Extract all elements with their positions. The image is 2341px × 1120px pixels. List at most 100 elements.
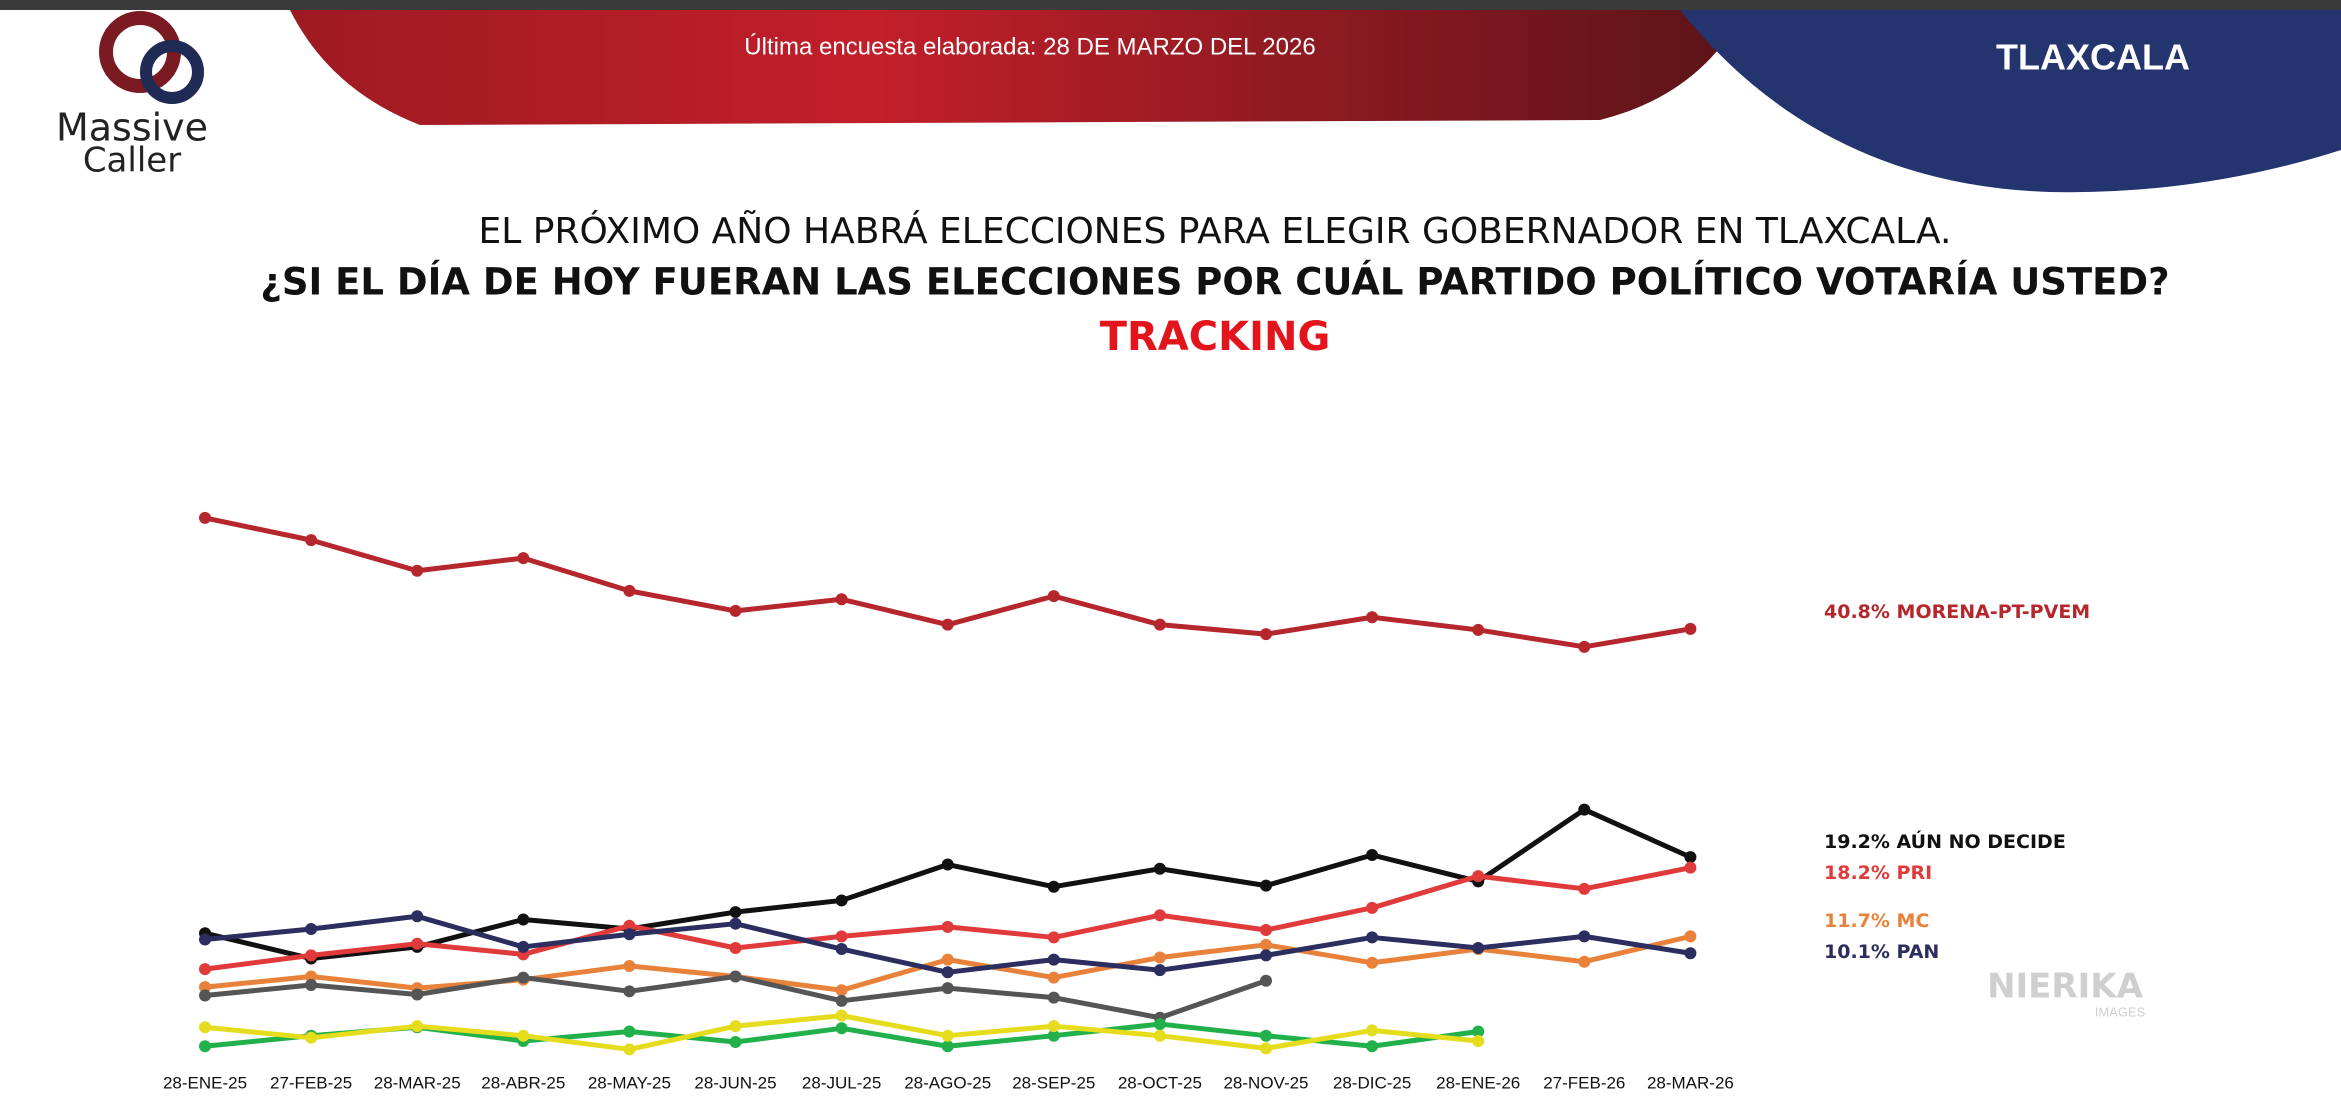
- logo: Massive Caller: [56, 11, 208, 181]
- data-point: [729, 906, 742, 919]
- series-label: 10.1% PAN: [1824, 941, 1939, 963]
- data-point: [1047, 991, 1060, 1004]
- data-point: [199, 1021, 211, 1034]
- legend-entry: AÚN NO DECIDE: [1897, 829, 2066, 853]
- value-label: 10.1%: [1824, 941, 1890, 963]
- data-point: [1047, 880, 1060, 893]
- data-point: [517, 913, 530, 926]
- x-tick-label: 28-OCT-25: [1118, 1073, 1202, 1092]
- data-point: [835, 930, 848, 943]
- annotation: TRACKING: [1100, 314, 1331, 360]
- series-label: 40.8% MORENA-PT-PVEM: [1824, 601, 2090, 623]
- chart-title: EL PRÓXIMO AÑO HABRÁ ELECCIONES PARA ELE…: [479, 210, 1952, 252]
- x-tick-label: 28-SEP-25: [1012, 1073, 1095, 1092]
- data-point: [1578, 930, 1591, 943]
- data-point: [411, 937, 424, 950]
- data-point: [941, 1040, 954, 1053]
- data-point: [941, 858, 954, 871]
- data-point: [1047, 590, 1060, 603]
- data-point: [1472, 1025, 1485, 1038]
- data-point: [1366, 849, 1379, 862]
- data-point: [1260, 949, 1272, 962]
- data-point: [1047, 971, 1060, 984]
- data-point: [1366, 901, 1379, 914]
- data-point: [835, 894, 848, 907]
- x-tick-label: 27-FEB-25: [270, 1073, 352, 1092]
- x-tick-label: 28-DIC-25: [1333, 1073, 1411, 1092]
- data-point: [623, 584, 636, 597]
- data-point: [199, 511, 211, 524]
- data-point: [517, 940, 530, 953]
- data-point: [1047, 1029, 1060, 1042]
- data-point: [1153, 909, 1166, 922]
- data-point: [517, 552, 530, 565]
- x-tick-label: 28-MAY-25: [588, 1073, 671, 1092]
- data-point: [199, 1040, 211, 1053]
- data-point: [1578, 803, 1591, 816]
- data-point: [1684, 861, 1697, 874]
- data-point: [729, 941, 742, 954]
- data-point: [305, 970, 318, 983]
- data-point: [729, 970, 742, 983]
- data-point: [1578, 955, 1591, 968]
- legend-entry: PAN: [1897, 941, 1940, 963]
- data-point: [1366, 1040, 1379, 1053]
- x-tick-label: 28-ENE-26: [1436, 1073, 1520, 1092]
- x-tick-label: 28-JUL-25: [802, 1073, 881, 1092]
- data-point: [1684, 930, 1697, 943]
- legend-entry: MC: [1897, 910, 1930, 932]
- data-point: [1366, 931, 1379, 944]
- data-point: [835, 984, 848, 997]
- data-point: [623, 1025, 636, 1038]
- data-point: [941, 920, 954, 933]
- x-tick-label: 28-ABR-25: [481, 1073, 565, 1092]
- data-point: [623, 919, 636, 932]
- data-point: [411, 988, 424, 1001]
- x-tick-label: 28-JUN-25: [694, 1073, 776, 1092]
- series-label: 11.7% MC: [1824, 910, 1929, 932]
- data-point: [1260, 628, 1272, 641]
- data-point: [1366, 611, 1379, 624]
- data-point: [305, 1031, 318, 1044]
- x-tick-label: 28-ENE-25: [163, 1073, 247, 1092]
- legend-entry: MORENA-PT-PVEM: [1897, 601, 2091, 623]
- value-label: 18.2%: [1824, 862, 1890, 884]
- data-point: [623, 985, 636, 998]
- x-tick-label: 28-MAR-25: [374, 1073, 461, 1092]
- data-point: [623, 1043, 636, 1056]
- data-point: [1153, 951, 1166, 964]
- data-point: [1684, 947, 1697, 960]
- chart-subtitle: ¿SI EL DÍA DE HOY FUERAN LAS ELECCIONES …: [260, 260, 2169, 304]
- data-point: [1047, 953, 1060, 966]
- data-point: [1472, 941, 1485, 954]
- value-label: 19.2%: [1824, 831, 1890, 853]
- data-point: [1153, 618, 1166, 631]
- data-point: [729, 604, 742, 617]
- data-point: [411, 1020, 424, 1033]
- x-tick-label: 28-MAR-26: [1647, 1073, 1734, 1092]
- x-tick-label: 28-AGO-25: [904, 1073, 991, 1092]
- series-label: 18.2% PRI: [1824, 862, 1932, 884]
- data-point: [305, 922, 318, 935]
- data-point: [835, 593, 848, 606]
- data-point: [1472, 1034, 1485, 1047]
- data-point: [517, 971, 530, 984]
- data-point: [941, 966, 954, 979]
- data-point: [941, 953, 954, 966]
- data-point: [1366, 956, 1379, 969]
- data-point: [835, 994, 848, 1007]
- data-point: [1260, 924, 1272, 937]
- data-point: [305, 949, 318, 962]
- data-point: [517, 1029, 530, 1042]
- blue-banner: [1680, 10, 2341, 193]
- data-point: [199, 963, 211, 976]
- data-point: [199, 981, 211, 994]
- data-point: [1366, 1024, 1379, 1037]
- watermark: NIERIKA IMAGES: [1987, 967, 2146, 1020]
- red-banner: [290, 10, 1745, 125]
- data-point: [1578, 640, 1591, 653]
- data-point: [835, 943, 848, 956]
- data-point: [1260, 1029, 1272, 1042]
